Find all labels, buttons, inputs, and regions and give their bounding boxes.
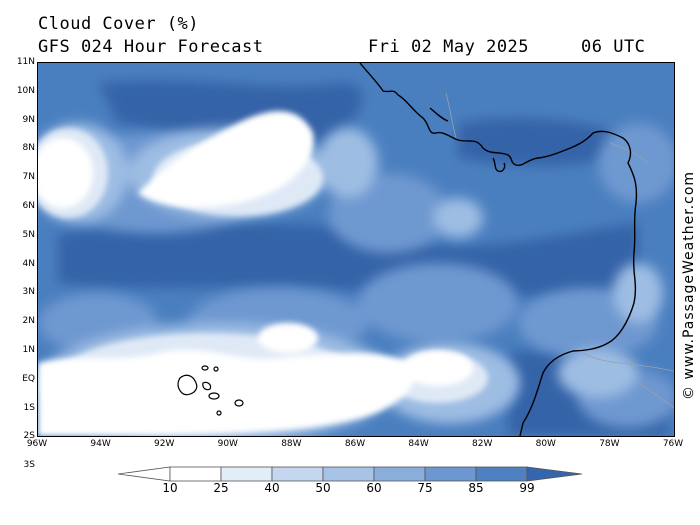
lon-label: 88W <box>281 439 302 449</box>
map-title: Cloud Cover (%) <box>38 14 200 34</box>
legend-swatch <box>271 466 324 482</box>
legend-label: 85 <box>468 481 484 495</box>
legend-swatch <box>169 466 222 482</box>
legend-label: 99 <box>519 481 535 495</box>
legend-swatch <box>220 466 273 482</box>
lat-label: 6N <box>22 201 35 211</box>
forecast-time: 06 UTC <box>581 37 646 57</box>
legend-swatch <box>322 466 375 482</box>
lon-label: 84W <box>408 439 429 449</box>
legend-label: 75 <box>417 481 433 495</box>
lat-label: 10N <box>16 85 35 96</box>
lat-label: 2S <box>23 431 35 442</box>
galapagos-islands <box>177 365 244 416</box>
lat-label: 4N <box>22 258 35 269</box>
legend-arrow-low <box>118 466 171 482</box>
legend-swatch <box>475 466 528 482</box>
map-canvas <box>38 63 674 436</box>
lat-label: 5N <box>22 229 35 240</box>
lat-label: 3N <box>22 287 35 298</box>
lat-label: 7N <box>22 172 35 183</box>
legend-swatch <box>424 466 477 482</box>
lon-label: 80W <box>535 439 556 449</box>
lat-label: 3S <box>23 460 35 471</box>
lat-label: 8N <box>22 143 35 154</box>
legend-label: 10 <box>162 481 178 495</box>
lat-label: 9N <box>22 114 35 125</box>
lat-label: 11N <box>16 57 35 67</box>
legend-label: 40 <box>264 481 280 495</box>
lat-label: 1N <box>22 345 35 355</box>
lon-label: 86W <box>344 439 366 449</box>
legend-label: 25 <box>213 481 229 495</box>
cloud-cover-map[interactable] <box>37 62 675 437</box>
lon-label: 96W <box>26 439 48 449</box>
lon-label: 76W <box>662 439 684 449</box>
legend-label: 50 <box>315 481 331 495</box>
lon-label: 82W <box>472 439 493 449</box>
lat-label: 2N <box>22 316 35 327</box>
lon-label: 78W <box>599 439 620 449</box>
lat-label: EQ <box>22 373 35 384</box>
legend-arrow-high <box>526 466 582 482</box>
lat-label: 1S <box>23 402 35 413</box>
lon-label: 90W <box>217 439 238 449</box>
forecast-date: Fri 02 May 2025 <box>368 37 530 57</box>
lon-label: 92W <box>154 439 175 449</box>
copyright-credit: © www.PassageWeather.com <box>681 170 697 400</box>
clear-sky-patches <box>38 111 473 436</box>
forecast-model: GFS 024 Hour Forecast <box>38 37 264 57</box>
lon-label: 94W <box>90 439 111 449</box>
cloud-cover-legend <box>118 466 582 482</box>
legend-swatch <box>373 466 426 482</box>
coastline <box>359 63 638 436</box>
legend-label: 60 <box>366 481 382 495</box>
